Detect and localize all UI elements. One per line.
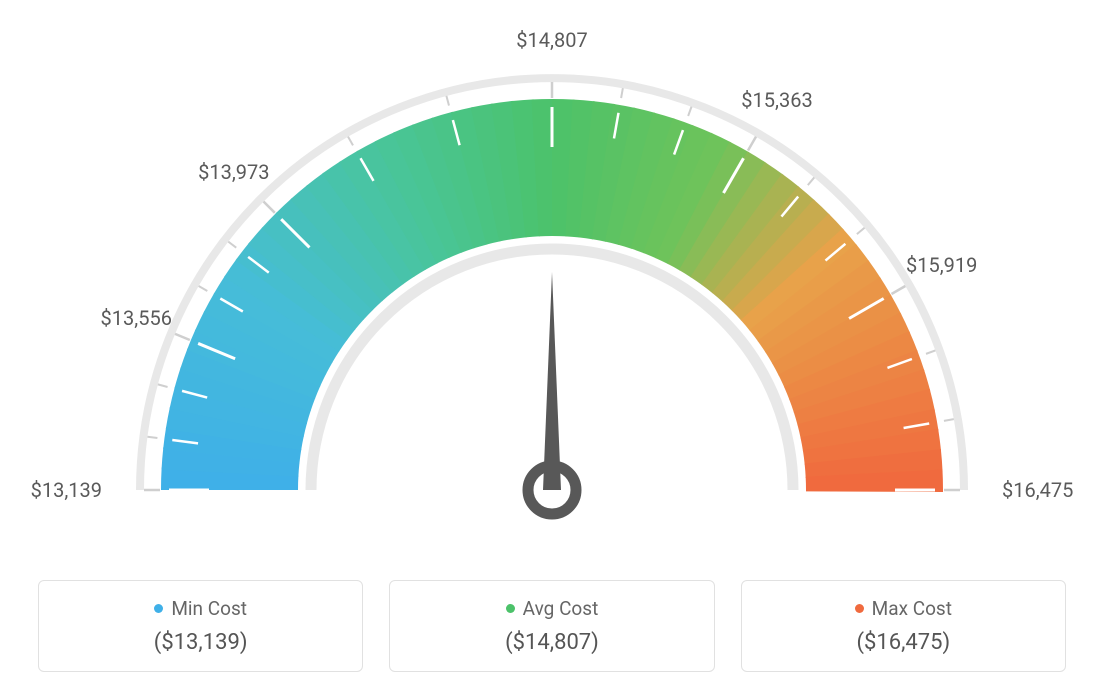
- gauge-tick-label: $16,475: [1002, 478, 1073, 502]
- dot-icon: [154, 604, 163, 613]
- legend-label: Min Cost: [171, 597, 247, 620]
- legend-title-avg: Avg Cost: [506, 597, 599, 620]
- gauge-tick-label: $13,973: [198, 160, 269, 184]
- legend-value-avg: ($14,807): [505, 630, 599, 655]
- legend-label: Avg Cost: [523, 597, 599, 620]
- legend-value-max: ($16,475): [856, 630, 950, 655]
- legend-card-avg: Avg Cost ($14,807): [389, 580, 714, 672]
- gauge-tick-label: $15,363: [741, 88, 812, 112]
- gauge-chart: $13,139 $13,556 $13,973 $14,807 $15,363 $15,9…: [0, 0, 1104, 555]
- dot-icon: [855, 604, 864, 613]
- legend-label: Max Cost: [872, 597, 952, 620]
- gauge-tick-label: $15,919: [906, 253, 977, 277]
- legend-card-min: Min Cost ($13,139): [38, 580, 363, 672]
- legend-title-min: Min Cost: [154, 597, 247, 620]
- gauge-tick-label: $13,139: [31, 478, 102, 502]
- legend-title-max: Max Cost: [855, 597, 952, 620]
- legend-card-max: Max Cost ($16,475): [741, 580, 1066, 672]
- legend-value-min: ($13,139): [154, 630, 248, 655]
- gauge-tick-label: $14,807: [516, 28, 587, 52]
- gauge-svg: [102, 50, 1002, 550]
- gauge-needle: [543, 272, 561, 490]
- gauge-tick-label: $13,556: [101, 306, 172, 330]
- legend-row: Min Cost ($13,139) Avg Cost ($14,807) Ma…: [0, 562, 1104, 690]
- dot-icon: [506, 604, 515, 613]
